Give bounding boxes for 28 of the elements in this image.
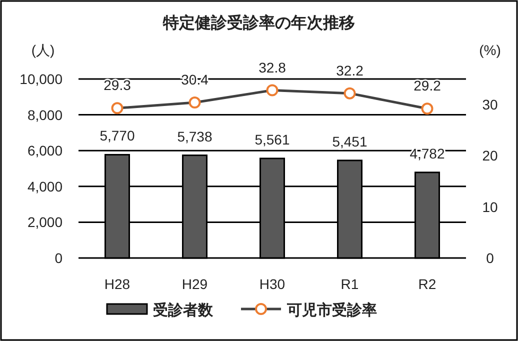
x-tick-label: H28 — [104, 276, 130, 292]
y2-axis-title: (%) — [479, 42, 501, 58]
y-tick-label: 0 — [54, 250, 63, 266]
legend-label: 可児市受診率 — [286, 301, 377, 319]
y-tick-label: 8,000 — [27, 106, 63, 123]
x-tick-label: H30 — [259, 276, 286, 292]
x-tick-label: R2 — [418, 276, 436, 292]
legend-label: 受診者数 — [152, 302, 214, 319]
y-tick-label: 6,000 — [27, 142, 63, 159]
data-label: 29.2 — [414, 78, 442, 94]
data-label: 5,738 — [177, 128, 212, 144]
y2-tick-label: 0 — [486, 250, 494, 266]
data-label: 32.8 — [258, 59, 286, 76]
y-tick-label: 10,000 — [20, 71, 63, 87]
data-label: 32.2 — [336, 62, 364, 78]
chart-title: 特定健診受診率の年次推移 — [162, 13, 355, 32]
y-tick-label: 2,000 — [27, 214, 63, 230]
data-label: 5,770 — [100, 128, 135, 144]
y-axis-title: (人) — [31, 42, 55, 58]
data-label: 5,451 — [332, 133, 368, 150]
x-tick-label: H29 — [182, 276, 208, 292]
y2-tick-label: 20 — [482, 148, 498, 164]
y-tick-label: 4,000 — [27, 178, 63, 194]
data-label: 5,561 — [254, 131, 290, 148]
x-tick-label: R1 — [340, 276, 359, 292]
y2-tick-label: 10 — [482, 198, 498, 215]
y2-tick-label: 30 — [482, 96, 498, 113]
data-label: 29.3 — [104, 77, 132, 94]
